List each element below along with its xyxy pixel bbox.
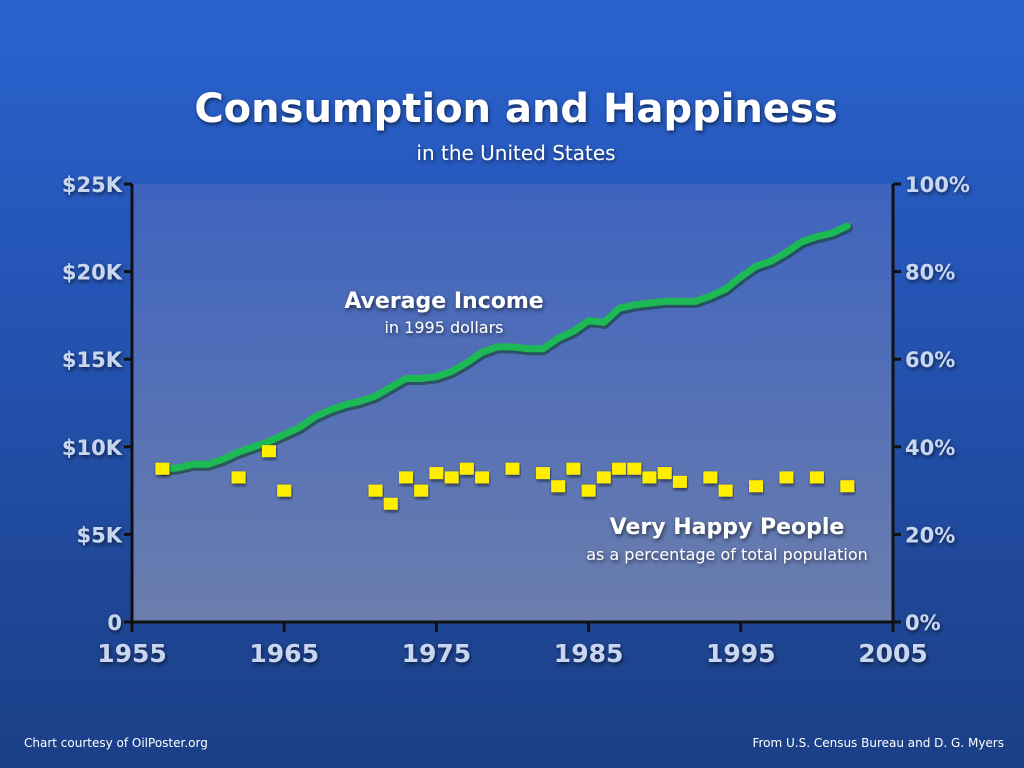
happy-point — [231, 471, 246, 484]
happy-point — [596, 471, 611, 484]
footer-credit: Chart courtesy of OilPoster.org — [24, 736, 208, 750]
income-line — [158, 222, 851, 474]
y-right-tick-label: 0% — [905, 611, 941, 635]
x-tick-label: 1995 — [706, 639, 776, 668]
happy-point — [612, 462, 627, 475]
happy-point — [703, 471, 718, 484]
happy-point — [429, 467, 444, 480]
y-left-tick-label: $5K — [77, 523, 123, 547]
y-left-tick-label: 0 — [107, 611, 122, 635]
happy-point — [566, 462, 581, 475]
happy-point — [414, 484, 429, 497]
happy-point — [261, 445, 276, 458]
x-tick-label: 2005 — [858, 639, 928, 668]
y-right-tick-label: 100% — [905, 173, 970, 197]
happy-point — [368, 484, 383, 497]
happy-point — [779, 471, 794, 484]
income-label: Average Income — [344, 289, 543, 314]
y-left-tick-label: $10K — [62, 436, 123, 460]
x-tick-label: 1965 — [249, 639, 319, 668]
chart-title: Consumption and Happiness — [194, 86, 837, 132]
chart-subtitle: in the United States — [416, 141, 615, 165]
plot-area — [132, 184, 893, 622]
happy-point — [718, 484, 733, 497]
happy-point — [627, 462, 642, 475]
happy-point — [581, 484, 596, 497]
happy-point — [459, 462, 474, 475]
income-series — [158, 222, 853, 477]
happy-point — [551, 480, 566, 493]
happy-point — [398, 471, 413, 484]
x-tick-label: 1985 — [554, 639, 624, 668]
y-left-tick-label: $25K — [62, 173, 123, 197]
happy-point — [672, 475, 687, 488]
happy-point — [383, 497, 398, 510]
happy-point — [505, 462, 520, 475]
happy-point — [155, 462, 170, 475]
income-note: in 1995 dollars — [384, 318, 503, 337]
happy-note: as a percentage of total population — [586, 545, 868, 564]
happy-series — [155, 445, 855, 510]
happy-point — [657, 467, 672, 480]
happy-point — [475, 471, 490, 484]
x-tick-label: 1975 — [402, 639, 472, 668]
y-right-tick-label: 40% — [905, 436, 955, 460]
y-right-tick-label: 80% — [905, 261, 955, 285]
happy-label: Very Happy People — [610, 515, 845, 540]
happy-point — [749, 480, 764, 493]
footer-source: From U.S. Census Bureau and D. G. Myers — [752, 736, 1004, 750]
x-tick-label: 1955 — [97, 639, 167, 668]
happy-point — [642, 471, 657, 484]
happy-point — [809, 471, 824, 484]
happy-point — [444, 471, 459, 484]
happy-point — [277, 484, 292, 497]
y-right-tick-label: 20% — [905, 523, 955, 547]
y-left-tick-label: $20K — [62, 261, 123, 285]
happy-point — [840, 480, 855, 493]
axes: 0 $5K $10K $15K $20K $25K 0% 20% 40% 60% 80% 100% 19… — [62, 173, 970, 668]
happy-point — [535, 467, 550, 480]
y-left-tick-label: $15K — [62, 348, 123, 372]
y-right-tick-label: 60% — [905, 348, 955, 372]
